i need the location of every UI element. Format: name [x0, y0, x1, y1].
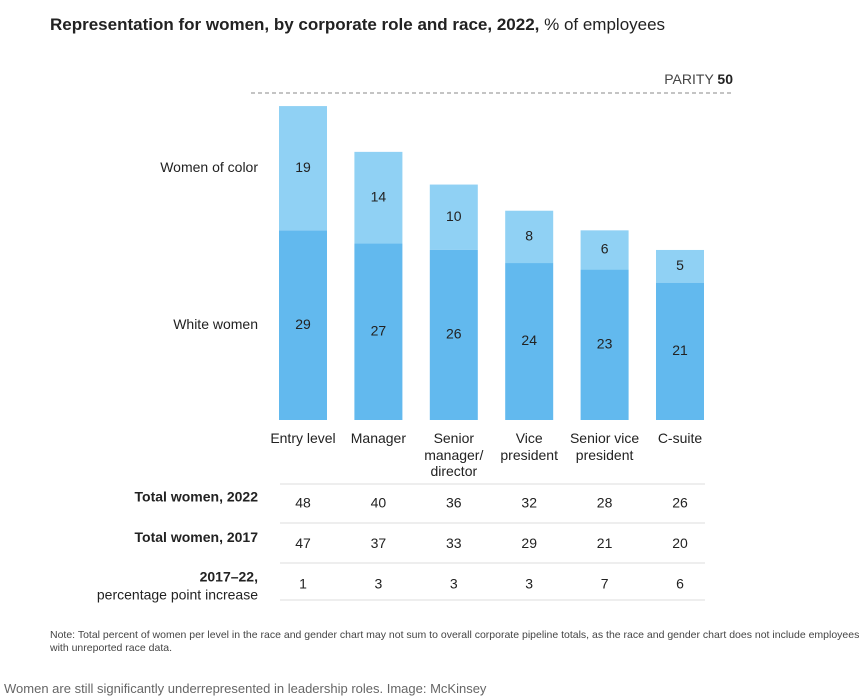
parity-label-group: PARITY 50	[664, 71, 733, 87]
bar-segment	[354, 243, 403, 420]
row-sublabel: percentage point increase	[97, 587, 258, 603]
value-label: 24	[521, 332, 537, 348]
category-label: Senior vice president	[569, 430, 640, 463]
table-value: 48	[295, 495, 311, 511]
category-label: C-suite	[657, 430, 703, 446]
category-label: Senior manager/ director	[424, 430, 484, 479]
table-value: 32	[521, 495, 537, 511]
caption: Women are still significantly underrepre…	[4, 681, 487, 696]
value-label: 5	[676, 257, 684, 273]
table-value: 26	[672, 495, 688, 511]
row-label: Total women, 2017	[135, 529, 259, 545]
chart-subtitle: % of employees	[544, 15, 666, 34]
bar-segment	[656, 282, 704, 420]
category-label: Vice president	[500, 430, 558, 463]
bar-segment	[279, 106, 327, 231]
table-value: 3	[375, 576, 383, 592]
table-value: 3	[525, 576, 533, 592]
bar-segment	[429, 184, 478, 250]
category-label: Manager	[350, 430, 407, 446]
value-label: 23	[597, 335, 613, 351]
series-label: Women of color	[160, 159, 258, 175]
table-value: 47	[295, 535, 311, 551]
value-label: 27	[371, 322, 387, 338]
table-value: 36	[446, 495, 462, 511]
title-line: Representation for women, by corporate r…	[50, 15, 665, 35]
table-value: 28	[597, 495, 613, 511]
chart-title: Representation for women, by corporate r…	[50, 15, 540, 34]
value-label: 14	[371, 188, 387, 204]
table-value: 40	[371, 495, 387, 511]
value-label: 8	[525, 228, 533, 244]
bar-segment	[505, 263, 554, 420]
table-value: 29	[521, 535, 537, 551]
bar-segment	[505, 210, 554, 264]
table-value: 21	[597, 535, 613, 551]
value-label: 21	[672, 342, 688, 358]
row-label: 2017–22,	[200, 569, 258, 585]
parity-value: 50	[717, 71, 733, 87]
table-value: 6	[676, 576, 684, 592]
bar-segment	[580, 230, 629, 270]
series-label: White women	[173, 316, 258, 332]
table-value: 20	[672, 535, 688, 551]
value-label: 19	[295, 159, 311, 175]
value-label: 29	[295, 316, 311, 332]
table-value: 7	[601, 576, 609, 592]
table-value: 3	[450, 576, 458, 592]
bar-segment	[354, 151, 403, 244]
parity-label: PARITY	[664, 71, 714, 87]
table-value: 1	[299, 576, 307, 592]
bar-segment	[279, 230, 327, 420]
row-label: Total women, 2022	[135, 489, 259, 505]
bar-segment	[429, 249, 478, 420]
value-label: 6	[601, 241, 609, 257]
value-label: 26	[446, 326, 462, 342]
bar-segment	[580, 269, 629, 420]
table-value: 33	[446, 535, 462, 551]
category-label: Entry level	[270, 430, 336, 446]
bar-segment	[656, 249, 704, 283]
table-value: 37	[371, 535, 387, 551]
note: Note: Total percent of women per level i…	[50, 629, 860, 654]
value-label: 10	[446, 208, 462, 224]
